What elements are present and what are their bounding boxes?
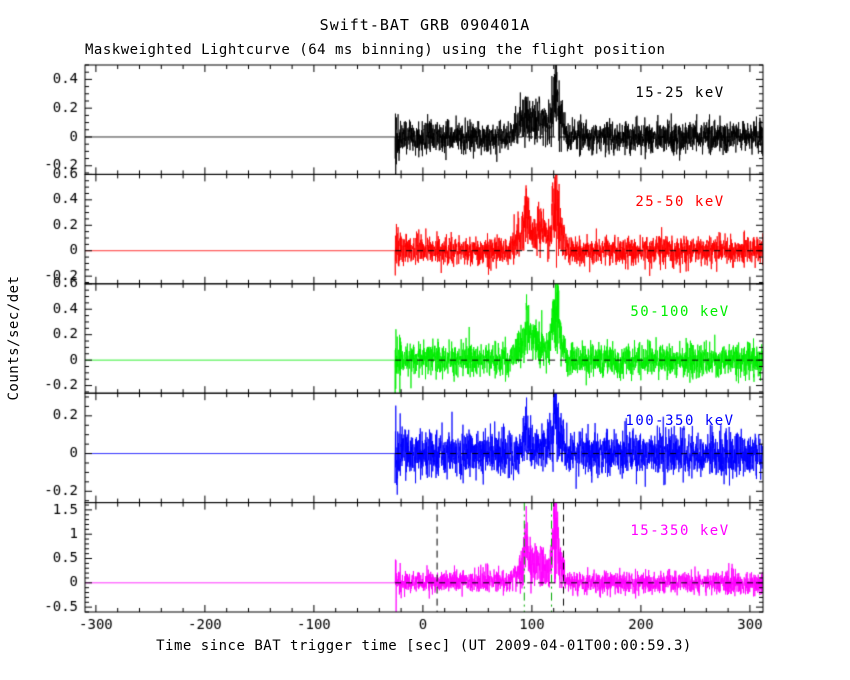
panel-label-15-25-kev: 15-25 keV <box>635 85 725 101</box>
chart-title: Swift-BAT GRB 090401A <box>319 16 531 34</box>
panel-label-50-100-kev: 50-100 keV <box>630 303 730 320</box>
y-axis-label: Counts/sec/det <box>6 275 22 401</box>
panel-label-15-350-kev: 15-350 keV <box>630 522 730 539</box>
chart-subtitle: Maskweighted Lightcurve (64 ms binning) … <box>85 42 666 58</box>
x-axis-label: Time since BAT trigger time [sec] (UT 20… <box>156 638 692 654</box>
panel-label-25-50-kev: 25-50 keV <box>635 194 725 211</box>
panel-label-100-350-kev: 100-350 keV <box>625 413 735 430</box>
